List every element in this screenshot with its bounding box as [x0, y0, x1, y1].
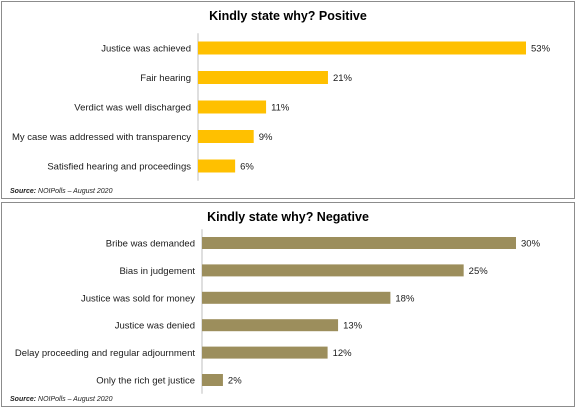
bar: [202, 264, 464, 277]
bar: [202, 291, 391, 304]
negative-chart-panel: Kindly state why? Negative Bribe was dem…: [1, 202, 575, 407]
category-label: Satisfied hearing and proceedings: [47, 162, 191, 173]
category-label: Delay proceeding and regular adjournment: [15, 348, 195, 359]
bar: [202, 319, 339, 332]
source-text: NOIPolls – August 2020: [38, 188, 113, 195]
chart-title: Kindly state why? Negative: [207, 210, 369, 224]
category-label: Bias in judgement: [119, 266, 195, 277]
category-label: Bribe was demanded: [106, 239, 195, 250]
data-label: 9%: [259, 132, 273, 143]
positive-bar-chart: Justice was achieved 53% Fair hearing 21% Ve…: [12, 33, 551, 181]
data-label: 18%: [395, 293, 415, 304]
data-label: 6%: [240, 162, 254, 173]
data-label: 13%: [343, 321, 363, 332]
bar: [198, 71, 328, 84]
bar: [198, 100, 267, 114]
data-label: 11%: [271, 103, 290, 114]
category-label: Only the rich get justice: [96, 376, 195, 387]
data-label: 2%: [228, 376, 242, 387]
bar: [202, 237, 516, 249]
category-label: Justice was achieved: [101, 44, 191, 55]
data-label: 12%: [333, 348, 353, 359]
bar: [202, 346, 328, 359]
data-label: 53%: [531, 44, 551, 55]
category-label: Justice was denied: [115, 321, 195, 332]
positive-chart-panel: Kindly state why? Positive Justice was a…: [1, 1, 575, 199]
bar: [198, 41, 526, 55]
data-label: 30%: [521, 239, 541, 250]
source-note: Source: NOIPolls – August 2020: [10, 188, 112, 195]
source-text: NOIPolls – August 2020: [38, 396, 113, 403]
source-label: Source:: [10, 396, 37, 403]
category-label: Fair hearing: [140, 73, 191, 84]
bar: [198, 130, 254, 143]
bar: [202, 374, 223, 386]
category-label: Verdict was well discharged: [74, 103, 191, 114]
source-note: Source: NOIPolls – August 2020: [10, 396, 112, 403]
category-label: My case was addressed with transparency: [12, 132, 191, 143]
bar: [198, 159, 236, 173]
data-label: 21%: [333, 73, 353, 84]
data-label: 25%: [469, 266, 489, 277]
category-label: Justice was sold for money: [81, 293, 195, 304]
chart-title: Kindly state why? Positive: [209, 9, 367, 23]
source-label: Source:: [10, 188, 37, 195]
negative-bar-chart: Bribe was demanded 30% Bias in judgement 25…: [15, 229, 541, 394]
